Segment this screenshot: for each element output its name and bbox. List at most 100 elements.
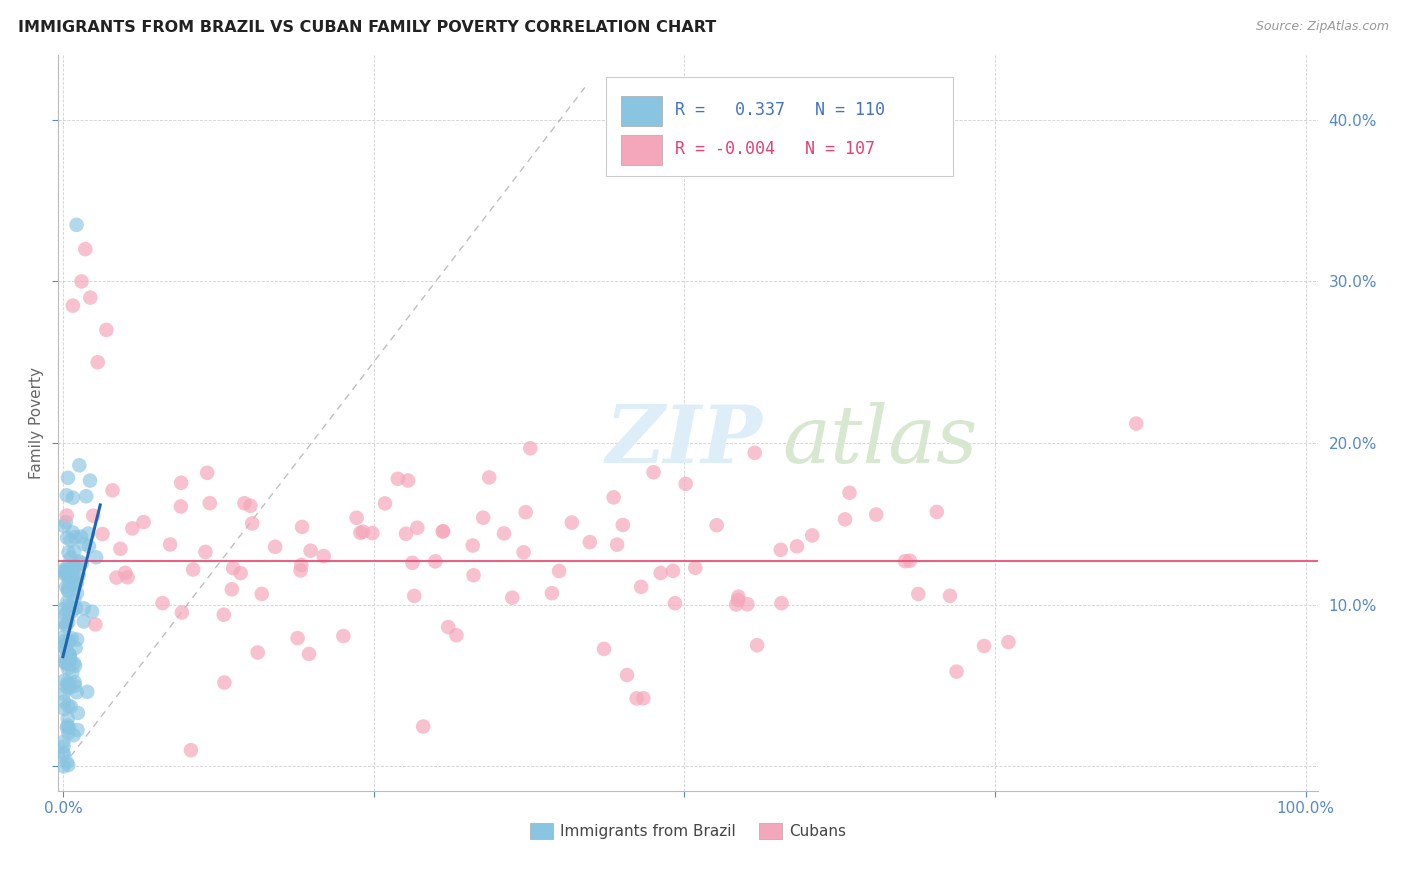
Point [786,539,808,553]
Point [239,499,262,513]
Point [91,527,114,541]
Point [412,719,434,733]
Point [299,543,322,558]
Point [55,566,77,581]
Point [67,568,90,582]
Text: atlas: atlas [783,402,977,480]
Point [997,635,1019,649]
Point [52,739,75,754]
Point [55,651,77,665]
Point [838,485,860,500]
Point [65,559,87,574]
Point [62,566,84,580]
Point [105,571,128,585]
Point [53,519,76,533]
Point [56,604,79,618]
Point [62,575,84,590]
Point [56,595,79,609]
Point [346,510,368,524]
Point [53,656,76,670]
Point [52,746,75,760]
Point [62,525,84,540]
Point [56,698,79,713]
Point [55,657,77,671]
Text: IMMIGRANTS FROM BRAZIL VS CUBAN FAMILY POVERTY CORRELATION CHART: IMMIGRANTS FROM BRAZIL VS CUBAN FAMILY P… [18,20,717,35]
Point [396,474,419,488]
Point [664,596,686,610]
Point [65,640,87,655]
Point [58,648,80,662]
Point [77,526,100,541]
Bar [621,95,662,127]
Text: R = -0.004   N = 107: R = -0.004 N = 107 [675,140,876,158]
Point [170,606,193,620]
Point [80,605,103,619]
Point [55,680,77,694]
Point [58,633,80,648]
Point [96,323,118,337]
Point [214,675,236,690]
Point [56,636,79,650]
Point [66,586,89,600]
Point [56,721,79,735]
Point [52,630,75,644]
Point [612,518,634,533]
Point [222,561,245,575]
Point [70,556,93,570]
Point [578,535,600,549]
Point [290,563,312,577]
Point [62,728,84,742]
Point [945,665,967,679]
Point [745,638,768,652]
Point [312,549,335,563]
Point [52,735,75,749]
Point [221,582,243,597]
Point [512,545,534,559]
Text: ZIP: ZIP [606,402,763,480]
Point [404,589,426,603]
Point [194,545,217,559]
Point [548,564,571,578]
Point [662,564,685,578]
Point [195,466,218,480]
Point [58,545,80,559]
Point [515,505,537,519]
Point [63,579,86,593]
Point [56,718,79,732]
Point [198,496,221,510]
Point [361,526,384,541]
Text: Source: ZipAtlas.com: Source: ZipAtlas.com [1256,20,1389,33]
Point [706,518,728,533]
Point [60,604,83,618]
Point [727,590,749,604]
Point [63,593,86,607]
Point [834,512,856,526]
Point [121,521,143,535]
Point [63,656,86,670]
Point [58,584,80,599]
Point [212,607,235,622]
Point [170,500,193,514]
Point [79,474,101,488]
Point [76,685,98,699]
Point [675,476,697,491]
Point [472,510,495,524]
Point [801,528,824,542]
Point [66,632,89,647]
Point [58,657,80,671]
Point [744,446,766,460]
Point [58,758,80,772]
Point [55,607,77,621]
Text: R =   0.337   N = 110: R = 0.337 N = 110 [675,102,886,120]
Point [53,564,76,578]
Point [181,562,204,576]
Point [59,648,82,663]
Point [56,646,79,660]
Point [58,569,80,583]
Point [63,544,86,558]
Point [683,561,706,575]
Point [332,629,354,643]
Point [939,589,962,603]
Point [62,299,84,313]
Point [75,242,97,256]
